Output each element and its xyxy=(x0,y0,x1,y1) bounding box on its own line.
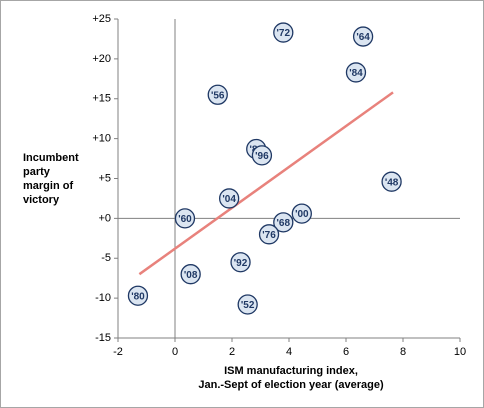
x-tick-label: 4 xyxy=(286,346,292,358)
axis-label-line: ISM manufacturing index, xyxy=(224,365,358,377)
point xyxy=(174,208,196,229)
point-label: '52 xyxy=(241,300,255,311)
point-label: '08 xyxy=(184,270,198,281)
point xyxy=(180,264,201,285)
point xyxy=(291,203,312,224)
point xyxy=(345,62,367,83)
y-tick-label: +10 xyxy=(92,133,111,145)
axis-label-line: margin of xyxy=(23,180,74,192)
y-tick-label: -5 xyxy=(101,252,111,264)
point-label: '00 xyxy=(295,209,309,220)
point xyxy=(207,84,228,105)
point-label: '76 xyxy=(262,230,276,241)
point xyxy=(218,188,240,209)
axis-label-line: victory xyxy=(23,194,60,206)
y-tick-label: -10 xyxy=(95,292,111,304)
point-label: '04 xyxy=(222,194,236,205)
point-label: '84 xyxy=(349,68,363,79)
x-tick-label: 2 xyxy=(229,346,235,358)
axis-label-line: Incumbent xyxy=(23,152,79,164)
point xyxy=(127,285,149,306)
point-label: '96 xyxy=(255,151,269,162)
point xyxy=(273,212,294,233)
y-tick-label: +5 xyxy=(98,172,111,184)
point xyxy=(230,252,251,273)
point-label: '56 xyxy=(211,90,225,101)
axis-label-line: Jan.-Sept of election year (average) xyxy=(198,379,384,391)
point-label: '72 xyxy=(277,28,291,39)
point-label: '60 xyxy=(178,214,192,225)
x-tick-label: 8 xyxy=(400,346,406,358)
x-tick-label: 10 xyxy=(454,346,466,358)
x-tick-label: -2 xyxy=(113,346,123,358)
y-tick-label: +0 xyxy=(98,212,111,224)
point-label: '68 xyxy=(277,218,291,229)
point xyxy=(251,145,273,166)
point-label: '48 xyxy=(385,177,399,188)
x-tick-label: 0 xyxy=(172,346,178,358)
y-tick-label: +25 xyxy=(92,13,111,25)
y-tick-label: +15 xyxy=(92,93,111,105)
y-tick-label: -15 xyxy=(95,332,111,344)
point-label: '64 xyxy=(356,32,370,43)
point xyxy=(258,224,280,245)
point xyxy=(237,294,258,315)
axis-label-line: party xyxy=(23,166,50,178)
point-label: '92 xyxy=(234,258,248,269)
x-tick-label: 6 xyxy=(343,346,349,358)
y-axis-label: Incumbent party margin of victory xyxy=(23,151,113,207)
trendline xyxy=(138,91,394,276)
point xyxy=(381,171,402,192)
point-label: '80 xyxy=(131,291,145,302)
x-axis-label: ISM manufacturing index, Jan.-Sept of ele… xyxy=(161,364,421,392)
point xyxy=(273,22,294,43)
y-tick-label: +20 xyxy=(92,53,111,65)
point xyxy=(352,26,374,47)
